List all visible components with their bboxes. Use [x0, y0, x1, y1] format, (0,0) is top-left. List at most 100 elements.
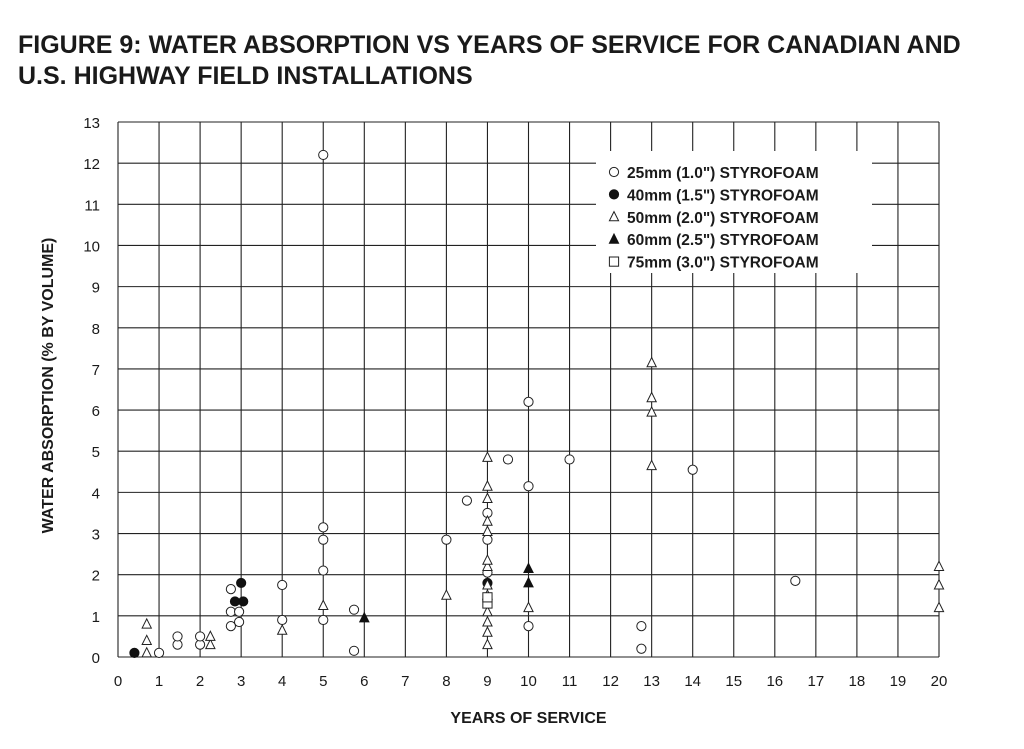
- data-point-series-1: [172, 631, 183, 642]
- data-point-series-3: [646, 391, 658, 403]
- data-point-series-2: [238, 596, 249, 607]
- y-tick-label: 13: [83, 115, 100, 132]
- chart-title: FIGURE 9: WATER ABSORPTION VS YEARS OF S…: [18, 31, 961, 90]
- x-tick-label: 4: [278, 673, 286, 690]
- data-point-series-1: [318, 149, 329, 161]
- x-tick-label: 2: [196, 673, 204, 690]
- y-tick-label: 6: [92, 403, 100, 420]
- legend-marker: [608, 232, 620, 244]
- data-point-series-1: [461, 495, 473, 506]
- x-tick-label: 0: [114, 673, 122, 690]
- data-point-series-3: [317, 599, 329, 611]
- data-point-series-1: [523, 481, 534, 492]
- data-point-series-3: [482, 605, 493, 617]
- x-tick-label: 15: [725, 673, 742, 690]
- x-tick-label: 10: [520, 673, 537, 690]
- data-point-series-2: [129, 647, 140, 658]
- data-point-series-1: [564, 454, 575, 465]
- data-point-series-3: [646, 459, 658, 471]
- legend-marker: [608, 210, 620, 222]
- x-tick-label: 19: [890, 673, 907, 690]
- x-tick-label: 12: [602, 673, 619, 690]
- x-tick-label: 7: [401, 673, 409, 690]
- y-axis-label: WATER ABSORPTION (% BY VOLUME): [40, 238, 57, 534]
- data-point-series-1: [441, 534, 452, 545]
- data-point-series-1: [153, 647, 165, 658]
- y-tick-label: 12: [83, 156, 100, 173]
- y-tick-label: 8: [92, 321, 100, 338]
- x-tick-label: 13: [643, 673, 660, 690]
- data-point-series-3: [933, 560, 945, 571]
- data-point-series-1: [233, 616, 245, 628]
- data-point-series-1: [318, 565, 329, 576]
- data-point-series-1: [225, 621, 236, 632]
- data-point-series-3: [482, 553, 493, 565]
- legend-entry: 40mm (1.5") STYROFOAM: [627, 187, 819, 204]
- data-point-series-1: [790, 575, 801, 586]
- data-point-series-3: [646, 405, 658, 417]
- data-point-series-3: [482, 578, 493, 590]
- data-point-series-1: [502, 454, 514, 465]
- data-point-series-3: [482, 615, 493, 627]
- data-point-series-3: [141, 617, 153, 629]
- data-point-series-3: [141, 646, 153, 658]
- data-point-series-3: [482, 451, 493, 462]
- y-tick-label: 10: [83, 238, 100, 255]
- y-tick-label: 2: [92, 568, 100, 585]
- x-tick-label: 6: [360, 673, 368, 690]
- data-point-series-3: [933, 601, 945, 613]
- data-point-series-1: [318, 534, 329, 545]
- data-point-series-4: [358, 611, 370, 623]
- legend-entry: 50mm (2.0") STYROFOAM: [627, 210, 819, 227]
- data-point-series-1: [348, 645, 360, 656]
- data-point-series-1: [348, 604, 360, 615]
- x-axis-label: YEARS OF SERVICE: [450, 710, 607, 727]
- x-tick-label: 18: [849, 673, 866, 690]
- data-point-series-1: [523, 621, 534, 632]
- y-tick-label: 9: [92, 280, 100, 297]
- x-tick-label: 9: [483, 673, 491, 690]
- legend-entry: 25mm (1.0") STYROFOAM: [627, 165, 819, 182]
- legend-entry: 75mm (3.0") STYROFOAM: [627, 255, 819, 272]
- y-tick-label: 11: [84, 197, 100, 214]
- data-point-series-1: [225, 583, 236, 595]
- data-point-series-3: [482, 479, 493, 491]
- data-point-series-3: [482, 525, 493, 536]
- y-tick-label: 0: [92, 650, 100, 667]
- legend-entry: 60mm (2.5") STYROFOAM: [627, 232, 819, 249]
- x-tick-label: 17: [808, 673, 825, 690]
- data-point-series-3: [523, 601, 534, 613]
- x-tick-label: 5: [319, 673, 327, 690]
- data-point-series-3: [482, 560, 493, 571]
- y-tick-label: 4: [92, 485, 100, 502]
- legend: 25mm (1.0") STYROFOAM 40mm (1.5") STYROFO…: [596, 151, 872, 273]
- data-point-series-3: [204, 630, 216, 641]
- data-point-series-3: [440, 588, 452, 600]
- x-tick-label: 1: [155, 673, 163, 690]
- data-point-series-3: [482, 514, 493, 526]
- y-tick-label: 5: [92, 444, 100, 461]
- x-tick-label: 8: [442, 673, 450, 690]
- x-tick-label: 16: [766, 673, 783, 690]
- data-point-series-3: [276, 623, 288, 635]
- data-point-series-1: [636, 643, 647, 654]
- data-point-series-5: [482, 592, 493, 603]
- data-point-series-4: [523, 576, 534, 588]
- data-point-series-1: [482, 534, 493, 545]
- x-tick-label: 11: [562, 673, 578, 690]
- data-point-series-2: [236, 577, 247, 589]
- data-point-series-3: [141, 634, 153, 646]
- data-points: [129, 149, 945, 658]
- data-point-series-3: [482, 638, 493, 650]
- data-point-series-1: [523, 396, 534, 407]
- data-point-series-3: [482, 492, 493, 504]
- legend-marker: [608, 256, 620, 267]
- data-point-series-1: [636, 621, 647, 632]
- x-tick-label: 20: [931, 673, 948, 690]
- x-tick-label: 14: [684, 673, 701, 690]
- data-point-series-3: [933, 578, 945, 590]
- data-point-series-1: [318, 614, 329, 626]
- data-point-series-3: [204, 638, 216, 650]
- y-tick-label: 7: [92, 362, 100, 379]
